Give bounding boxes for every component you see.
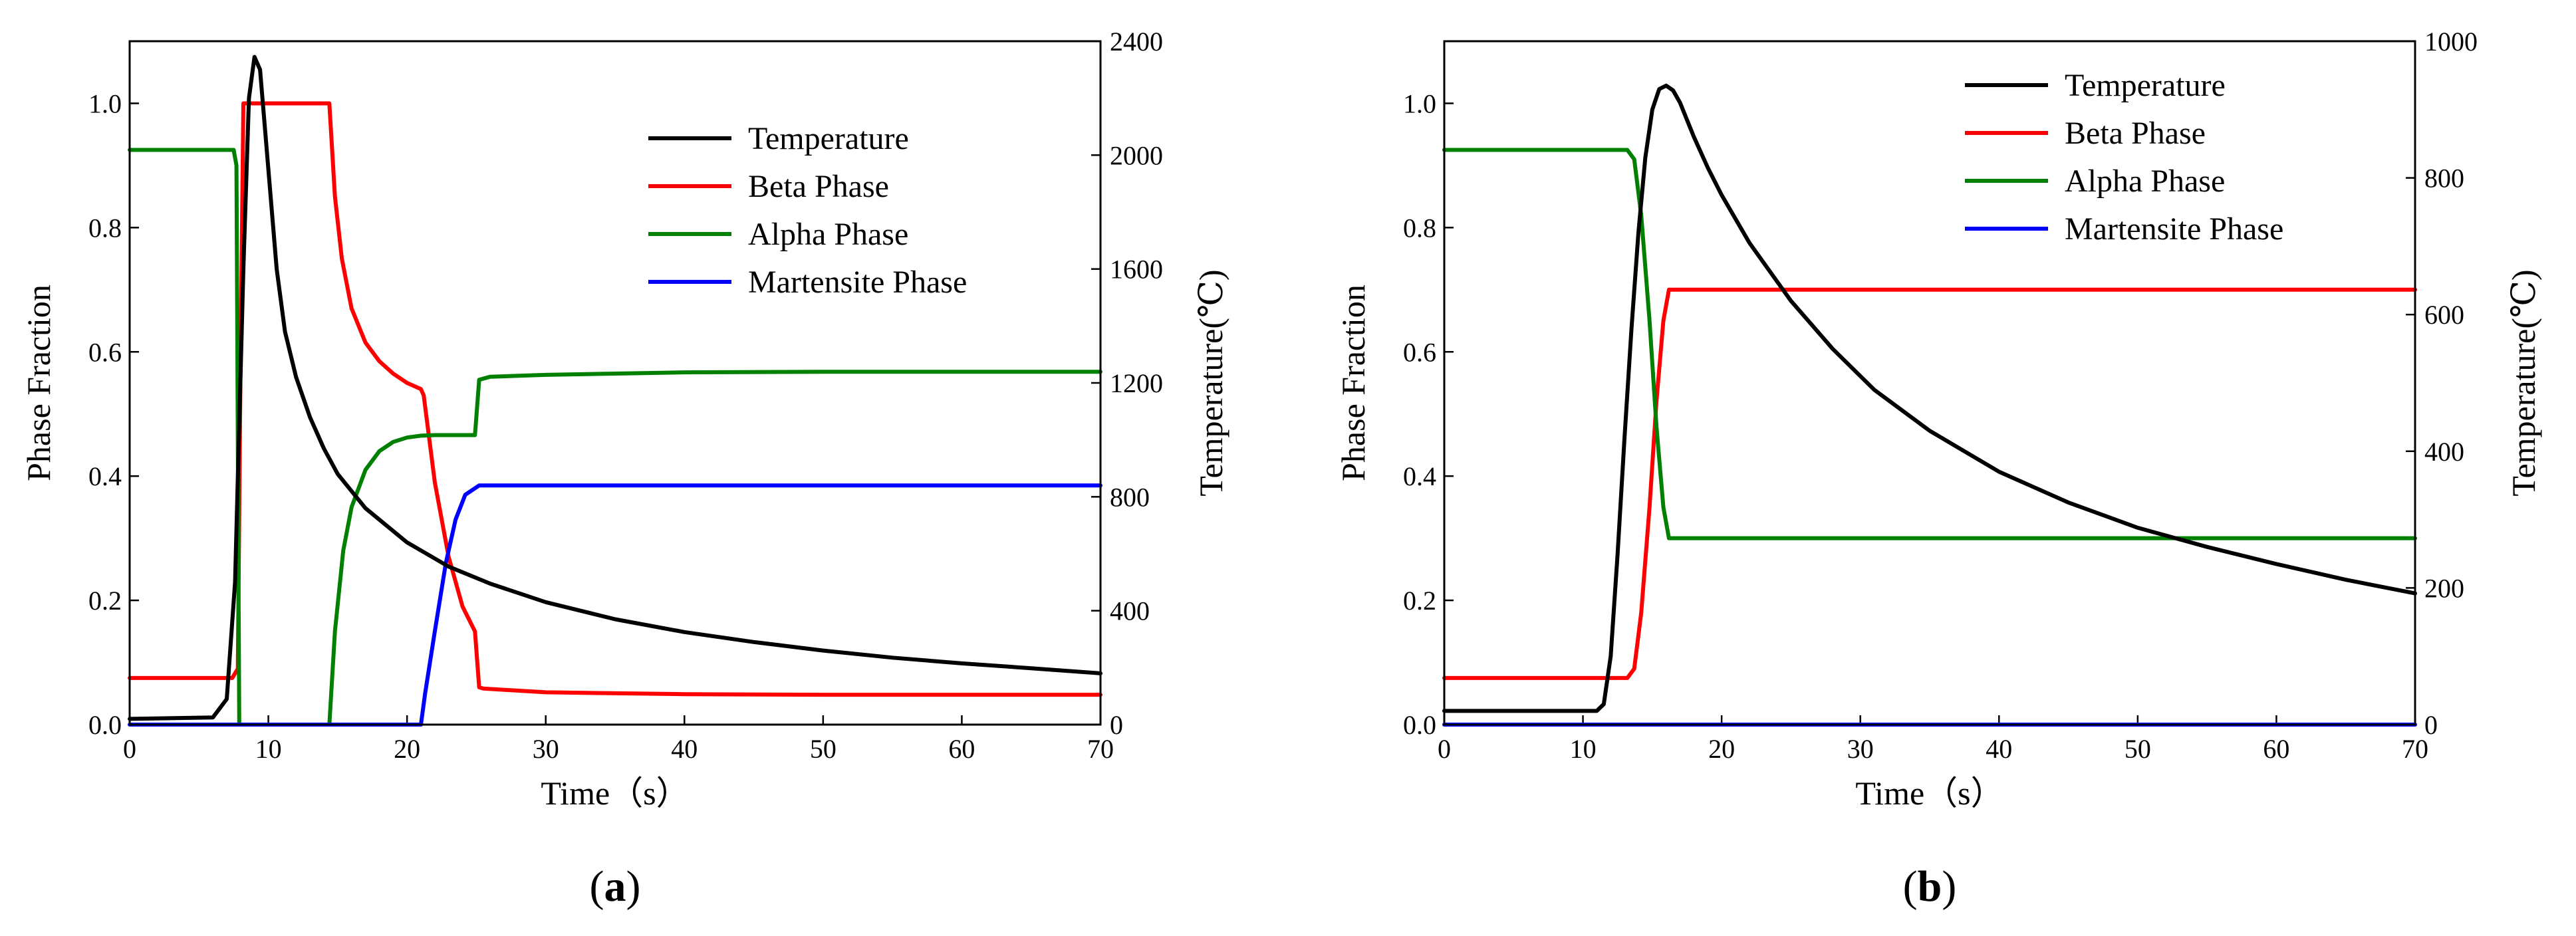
y2-tick-label: 800 [1110,482,1150,512]
y-tick-label: 1.0 [88,88,122,118]
y-tick-label: 0.2 [1403,586,1436,616]
legend-label-alpha-phase: Alpha Phase [748,217,908,252]
x-tick-label: 0 [1438,734,1451,764]
plot-frame [1443,40,2416,726]
x-tick-label: 20 [1708,734,1735,764]
panel-label-a: (a) [590,862,641,911]
x-tick-label: 70 [1087,734,1114,764]
chart-panel-a: 0 10 20 30 40 50 60 70 0.0 0.2 0.4 0.6 0.8 1.0 0 400 800… [20,27,1229,911]
y-tick-label: 0.6 [88,337,122,367]
x-tick-label: 50 [2125,734,2151,764]
x-tick-label: 40 [1986,734,2012,764]
y2-tick-label: 400 [1110,596,1150,626]
x-tick-label: 0 [123,734,136,764]
y2-tick-label: 600 [2424,300,2464,330]
y2-axis-title: Temperature(℃) [1192,269,1229,496]
x-tick-label: 30 [533,734,559,764]
series-line-beta-phase [1442,287,2417,680]
legend-label-alpha-phase: Alpha Phase [2065,164,2225,199]
legend-label-temperature: Temperature [748,121,909,156]
y-axis-title: Phase Fraction [1335,285,1372,481]
y2-tick-label: 0 [1110,710,1123,740]
y-tick-label: 0.4 [88,461,122,491]
y2-tick-label: 1000 [2424,27,2478,57]
legend-label-martensite-phase: Martensite Phase [2065,211,2283,247]
y2-tick-label: 200 [2424,573,2464,603]
x-tick-label: 70 [2402,734,2428,764]
x-tick-label: 40 [671,734,698,764]
y2-tick-label: 1200 [1110,368,1163,398]
y-tick-label: 0.6 [1403,337,1436,367]
y-axis-title: Phase Fraction [20,285,57,481]
x-tick-label: 60 [948,734,975,764]
x-tick-label: 10 [255,734,282,764]
x-tick-label: 10 [1570,734,1597,764]
plot-frame [128,40,1102,726]
y-tick-label: 0.8 [88,213,122,243]
x-axis-title: Time（s） [541,774,689,812]
y2-axis-title: Temperature(℃) [2505,269,2542,496]
y-tick-label: 0.4 [1403,461,1436,491]
series-line-alpha-phase [1442,148,2417,540]
x-axis-title: Time（s） [1855,774,2003,812]
y-tick-label: 0.0 [1403,710,1436,740]
legend-label-beta-phase: Beta Phase [2065,116,2206,151]
series-line-temperature [1442,83,2417,713]
y2-tick-label: 2400 [1110,27,1163,57]
y-tick-label: 1.0 [1403,88,1436,118]
y-tick-label: 0.8 [1403,213,1436,243]
series-line-beta-phase [128,101,1102,697]
y2-tick-label: 1600 [1110,255,1163,285]
x-tick-label: 50 [810,734,837,764]
legend-label-beta-phase: Beta Phase [748,169,889,204]
y2-tick-label: 2000 [1110,140,1163,170]
series-line-temperature [128,55,1102,721]
series-line-martensite-phase [128,483,1102,727]
y2-tick-label: 0 [2424,710,2438,740]
y2-tick-label: 400 [2424,437,2464,467]
legend-label-martensite-phase: Martensite Phase [748,265,967,300]
y-tick-label: 0.0 [88,710,122,740]
y2-tick-label: 800 [2424,164,2464,193]
y-tick-label: 0.2 [88,586,122,616]
x-tick-label: 30 [1847,734,1874,764]
legend-label-temperature: Temperature [2065,68,2226,103]
x-tick-label: 20 [394,734,420,764]
chart-panel-b: 0 10 20 30 40 50 60 70 0.0 0.2 0.4 0.6 0.8 1.0 0 200 400… [1335,27,2542,911]
x-tick-label: 60 [2263,734,2289,764]
panel-label-b: (b) [1903,862,1957,911]
